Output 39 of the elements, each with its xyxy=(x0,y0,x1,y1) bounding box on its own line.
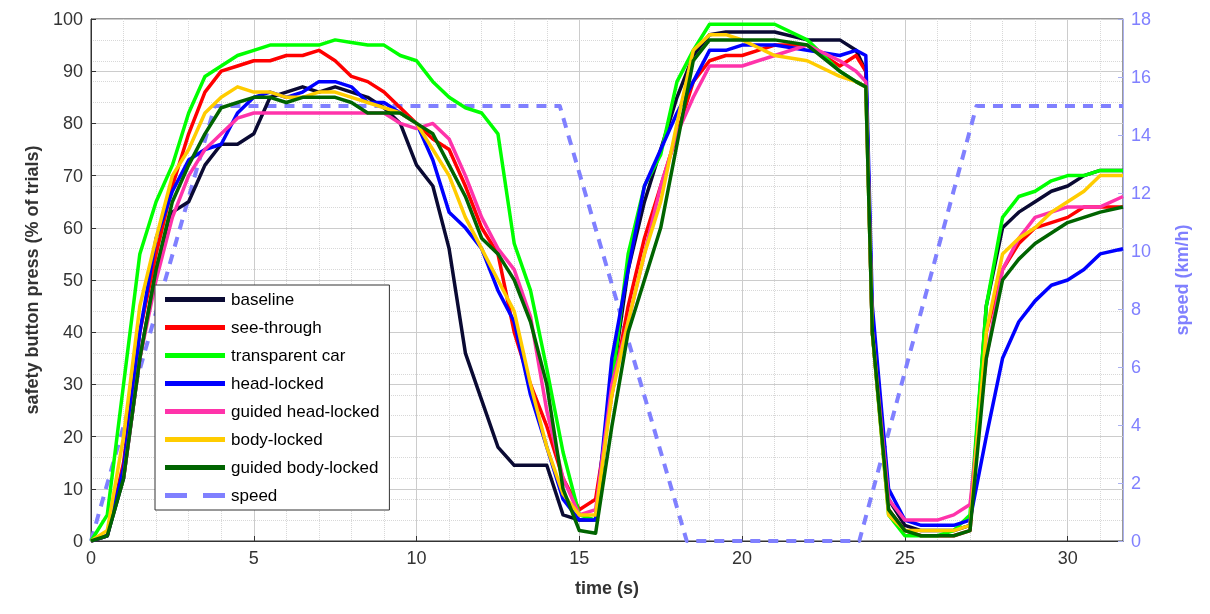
legend-label: guided body-locked xyxy=(231,458,379,477)
y2-tick-label: 10 xyxy=(1131,241,1152,261)
x-tick-label: 30 xyxy=(1057,548,1078,568)
x-axis-title: time (s) xyxy=(574,578,640,598)
y-tick-label: 90 xyxy=(62,61,83,82)
legend-label: speed xyxy=(231,486,278,505)
y-axis-title: safety button press (% of trials) xyxy=(22,145,42,415)
y-tick-label: 20 xyxy=(62,426,83,447)
y-tick-label: 100 xyxy=(52,9,83,29)
y2-axis-title: speed (km/h) xyxy=(1172,224,1192,336)
y2-tick-label: 12 xyxy=(1131,183,1152,203)
y2-tick-label: 18 xyxy=(1131,9,1152,29)
x-tick-label: 15 xyxy=(569,548,590,568)
y-tick-label: 70 xyxy=(62,165,83,186)
legend-label: baseline xyxy=(231,290,295,309)
y2-tick-label: 4 xyxy=(1131,415,1142,435)
legend-label: see-through xyxy=(231,318,322,337)
y-tick-label: 0 xyxy=(72,531,83,551)
legend-label: guided head-locked xyxy=(231,402,380,421)
x-tick-label: 20 xyxy=(732,548,753,568)
y2-tick-label: 6 xyxy=(1131,357,1142,377)
y-tick-label: 10 xyxy=(62,478,83,499)
y-tick-label: 30 xyxy=(62,374,83,395)
x-tick-label: 5 xyxy=(248,548,259,568)
x-tick-label: 10 xyxy=(406,548,427,568)
x-tick-label: 0 xyxy=(85,548,97,568)
x-tick-label: 25 xyxy=(894,548,915,568)
y-tick-label: 80 xyxy=(62,113,83,134)
y2-tick-label: 0 xyxy=(1131,531,1142,551)
y2-tick-label: 16 xyxy=(1131,67,1152,87)
legend-label: body-locked xyxy=(231,430,323,449)
y2-tick-label: 2 xyxy=(1131,473,1142,493)
y-tick-label: 60 xyxy=(62,217,83,238)
y2-tick-label: 14 xyxy=(1131,125,1152,145)
y2-tick-label: 8 xyxy=(1131,299,1142,319)
y-tick-label: 40 xyxy=(62,322,83,343)
legend-label: transparent car xyxy=(231,346,346,365)
legend-label: head-locked xyxy=(231,374,324,393)
y-tick-label: 50 xyxy=(62,270,83,290)
